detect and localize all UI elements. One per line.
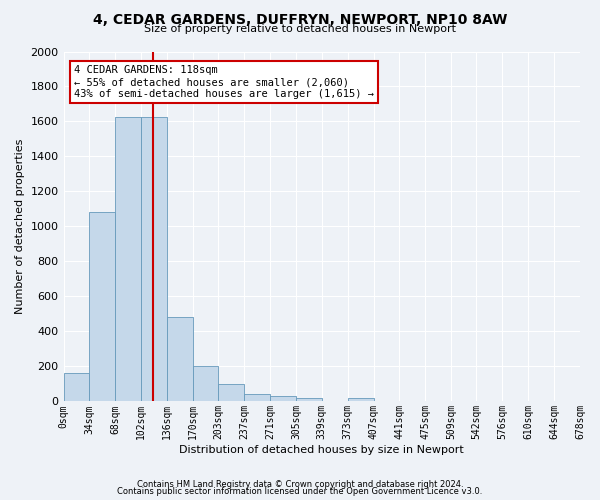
Bar [64, 374, 89, 402]
Text: 4 CEDAR GARDENS: 118sqm
← 55% of detached houses are smaller (2,060)
43% of semi: 4 CEDAR GARDENS: 118sqm ← 55% of detache… [74, 66, 374, 98]
Text: Size of property relative to detached houses in Newport: Size of property relative to detached ho… [144, 24, 456, 34]
Bar [141, 117, 167, 402]
Bar [296, 398, 322, 402]
Bar [270, 396, 296, 402]
Bar [115, 117, 141, 402]
X-axis label: Distribution of detached houses by size in Newport: Distribution of detached houses by size … [179, 445, 464, 455]
Bar [167, 318, 193, 402]
Title: 4, CEDAR GARDENS, DUFFRYN, NEWPORT, NP10 8AW
Size of property relative to detach: 4, CEDAR GARDENS, DUFFRYN, NEWPORT, NP10… [0, 499, 1, 500]
Bar [244, 394, 270, 402]
Bar [89, 212, 115, 402]
Text: Contains HM Land Registry data © Crown copyright and database right 2024.: Contains HM Land Registry data © Crown c… [137, 480, 463, 489]
Bar [347, 398, 374, 402]
Text: Contains public sector information licensed under the Open Government Licence v3: Contains public sector information licen… [118, 487, 482, 496]
Text: 4, CEDAR GARDENS, DUFFRYN, NEWPORT, NP10 8AW: 4, CEDAR GARDENS, DUFFRYN, NEWPORT, NP10… [93, 12, 507, 26]
Y-axis label: Number of detached properties: Number of detached properties [15, 139, 25, 314]
Bar [218, 384, 244, 402]
Bar [193, 366, 218, 402]
